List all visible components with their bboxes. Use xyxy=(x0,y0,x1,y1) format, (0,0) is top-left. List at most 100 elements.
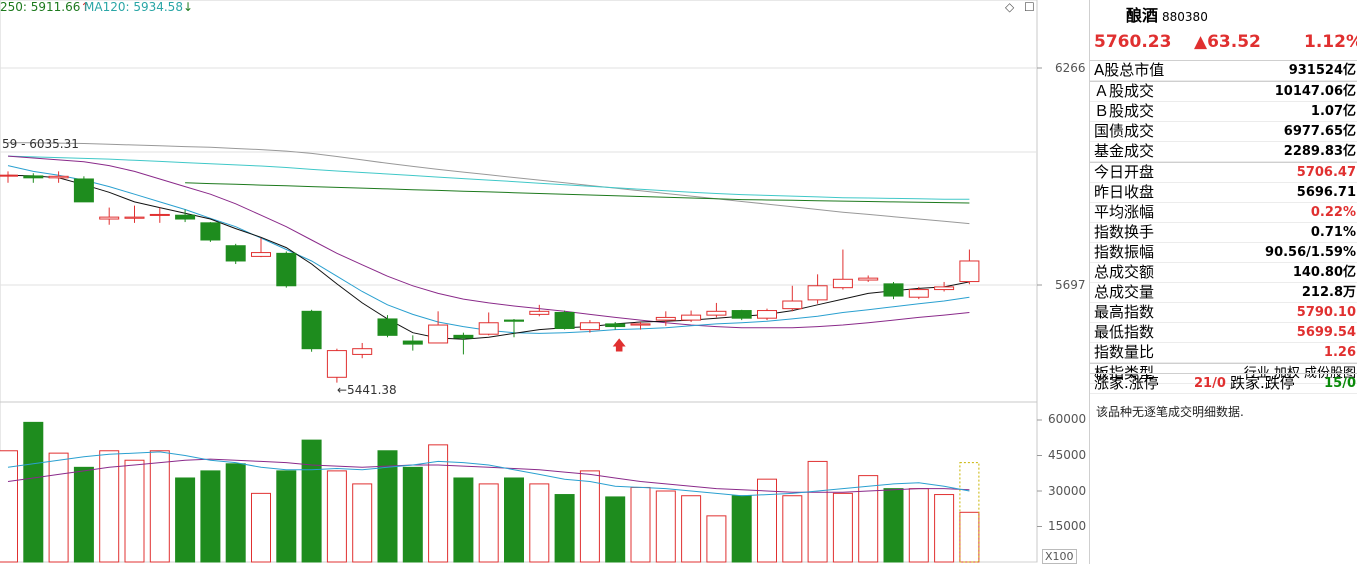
candle-body xyxy=(478,322,499,335)
candle-body xyxy=(0,174,18,177)
candle-body xyxy=(529,310,550,315)
price-change-pct: 1.12% xyxy=(1304,32,1357,52)
candle-body xyxy=(453,334,474,339)
candle-body xyxy=(149,213,170,216)
candle-body xyxy=(428,324,449,344)
candle-body xyxy=(832,278,853,289)
volume-bar xyxy=(706,515,727,563)
volume-bar xyxy=(149,450,170,563)
candle xyxy=(655,311,676,326)
kline-chart[interactable] xyxy=(0,0,1089,564)
volume-unit[interactable]: X100 xyxy=(1042,549,1077,564)
candle-body xyxy=(757,310,777,319)
candle-body xyxy=(225,245,246,262)
volume-bar xyxy=(276,470,297,563)
volume-bar xyxy=(428,444,449,563)
volume-bar xyxy=(757,478,777,563)
volume-bar xyxy=(630,486,651,563)
stat-value: 2289.83亿 xyxy=(1283,144,1356,159)
stat-value: 212.8万 xyxy=(1301,285,1356,300)
candle-body xyxy=(23,175,44,179)
volume-ma5-line xyxy=(7,451,970,497)
window-icon[interactable]: ☐ xyxy=(1024,0,1035,14)
candle-body xyxy=(630,323,651,326)
candle xyxy=(934,281,955,292)
candle xyxy=(124,205,145,223)
volume-bar xyxy=(124,459,145,563)
candle-body xyxy=(934,286,955,291)
stat-label: Ｂ股成交 xyxy=(1094,102,1155,120)
candles xyxy=(0,171,980,383)
volume-bar xyxy=(579,470,600,563)
candle xyxy=(630,321,651,330)
ma250-legend: 250: 5911.66↑ xyxy=(0,0,91,14)
up-value: 21/0 xyxy=(1194,376,1226,391)
stat-row: 总成交量 212.8万 xyxy=(1090,283,1357,303)
volume-bar xyxy=(605,496,626,563)
stat-value: 1.26 xyxy=(1323,345,1356,360)
candle-body xyxy=(175,214,196,220)
stat-value: 1.07亿 xyxy=(1310,104,1356,119)
stat-value: 5699.54 xyxy=(1296,325,1356,340)
stat-value: 140.80亿 xyxy=(1292,265,1356,280)
candle-body xyxy=(655,316,676,321)
volume-bar xyxy=(225,463,246,563)
candle xyxy=(883,281,904,300)
stat-row: 基金成交 2289.83亿 xyxy=(1090,142,1357,162)
ma5-line xyxy=(7,174,970,340)
price-change: ▲63.52 xyxy=(1194,32,1261,52)
candle-body xyxy=(731,310,752,319)
volume-bar xyxy=(807,460,828,563)
candle xyxy=(149,207,170,223)
candle xyxy=(731,309,752,321)
volume-bar xyxy=(48,452,69,563)
down-value: 15/0 xyxy=(1324,376,1356,391)
candle xyxy=(478,312,499,336)
volume-bar xyxy=(554,494,575,563)
candle xyxy=(48,171,69,183)
volume-bar xyxy=(23,421,44,563)
stat-row: 最低指数 5699.54 xyxy=(1090,323,1357,343)
stat-label: A股总市值 xyxy=(1094,61,1165,79)
candle xyxy=(453,332,474,355)
stat-value: 5706.47 xyxy=(1296,165,1356,180)
stat-row: 总成交额 140.80亿 xyxy=(1090,263,1357,283)
candle-body xyxy=(959,260,980,283)
candle-body xyxy=(124,216,145,219)
volume-bar xyxy=(251,492,271,563)
candle xyxy=(782,285,803,312)
volume-bar xyxy=(0,450,18,563)
volume-bar xyxy=(782,495,803,563)
stat-label: 总成交额 xyxy=(1094,263,1155,281)
stat-row: Ａ股成交 10147.06亿 xyxy=(1090,81,1357,102)
volume-bar xyxy=(326,470,347,563)
ma60-line xyxy=(8,142,970,225)
stat-row: 指数换手 0.71% xyxy=(1090,223,1357,243)
volume-bar xyxy=(908,488,929,563)
volume-ma-lines xyxy=(7,451,970,497)
stat-row: 指数振幅 90.56/1.59% xyxy=(1090,243,1357,263)
stat-row: 最高指数 5790.10 xyxy=(1090,303,1357,323)
candle xyxy=(175,209,196,223)
volume-bar xyxy=(959,511,980,563)
stat-label: 国债成交 xyxy=(1094,122,1155,140)
candle xyxy=(402,335,423,351)
range-annotation: 59 - 6035.31 xyxy=(2,137,79,151)
index-code: 880380 xyxy=(1162,10,1208,24)
stat-value: 10147.06亿 xyxy=(1274,84,1356,99)
candle xyxy=(757,308,777,321)
stat-row: 指数量比 1.26 xyxy=(1090,343,1357,363)
volume-bar xyxy=(301,439,322,563)
volume-bar xyxy=(478,483,499,563)
diamond-icon[interactable]: ◇ xyxy=(1005,0,1015,14)
stat-value: 0.71% xyxy=(1310,225,1356,240)
candle-body xyxy=(605,323,626,328)
candle-body xyxy=(200,222,221,241)
candle xyxy=(301,309,322,352)
volume-bar xyxy=(453,477,474,563)
candle xyxy=(200,222,221,242)
candle-body xyxy=(276,252,297,287)
candle xyxy=(529,304,550,317)
ma250-line xyxy=(185,182,970,204)
